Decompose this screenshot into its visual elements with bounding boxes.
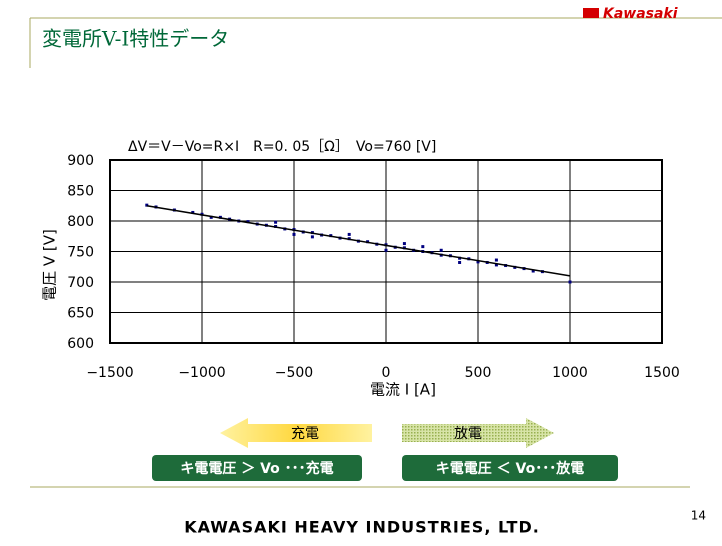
charge-arrow [220, 418, 372, 448]
scatter-point [191, 210, 195, 214]
fit-line [146, 205, 571, 277]
y-tick-label: 800 [67, 214, 94, 230]
logo-mark [583, 8, 599, 18]
scatter-point [531, 269, 535, 273]
x-tick-label: −1000 [178, 365, 225, 381]
scatter-point [439, 248, 443, 252]
charge-box [152, 455, 362, 481]
scatter-point [568, 280, 572, 284]
chart-title: ΔV＝V－Vo=R×I R=0. 05［Ω］ Vo=760 [V] [128, 139, 436, 155]
scatter-point [209, 215, 213, 219]
charge-label: 充電 [291, 426, 319, 442]
y-tick-label: 900 [67, 153, 94, 169]
scatter-point [421, 245, 425, 249]
x-tick-label: −1500 [86, 365, 133, 381]
x-tick-label: 0 [382, 365, 391, 381]
discharge-label: 放電 [454, 426, 482, 442]
discharge-box-text: キ電電圧 ＜ Vo･･･放電 [436, 460, 584, 477]
x-tick-label: 1000 [552, 365, 588, 381]
y-tick-label: 700 [67, 275, 94, 291]
y-tick-label: 850 [67, 184, 94, 200]
y-tick-label: 650 [67, 306, 94, 322]
scatter-point [476, 260, 480, 264]
x-tick-label: −500 [275, 365, 313, 381]
y-axis-label: 電圧 V [V] [41, 229, 59, 301]
discharge-arrow [402, 418, 554, 448]
scatter-point [494, 258, 498, 262]
scatter-point [274, 220, 278, 224]
x-tick-label: 1500 [644, 365, 680, 381]
scatter-point [310, 235, 314, 239]
x-axis-label: 電流 I [A] [370, 381, 436, 399]
charge-box-text: キ電電圧 ＞ Vo ･･･充電 [180, 460, 333, 477]
scatter-point [246, 220, 250, 224]
scatter-point [145, 203, 149, 207]
y-tick-label: 750 [67, 245, 94, 261]
plot-border [109, 159, 663, 344]
logo: Kawasaki [603, 6, 678, 22]
discharge-box [402, 455, 618, 481]
scatter-point [458, 260, 462, 264]
y-tick-label: 600 [67, 336, 94, 352]
scatter-point [292, 232, 296, 236]
scatter-point [347, 232, 351, 236]
footer: KAWASAKI HEAVY INDUSTRIES, LTD. [184, 518, 540, 537]
page-number: 14 [691, 509, 706, 523]
scatter-point [384, 248, 388, 252]
slide-title: 変電所V-I特性データ [42, 27, 229, 51]
scatter-point [402, 242, 406, 246]
plot: 600 650 700 750 800 850 900 −1500 −1000 −500 0 500 1… [67, 153, 680, 381]
scatter-point [494, 263, 498, 267]
x-tick-label: 500 [465, 365, 492, 381]
